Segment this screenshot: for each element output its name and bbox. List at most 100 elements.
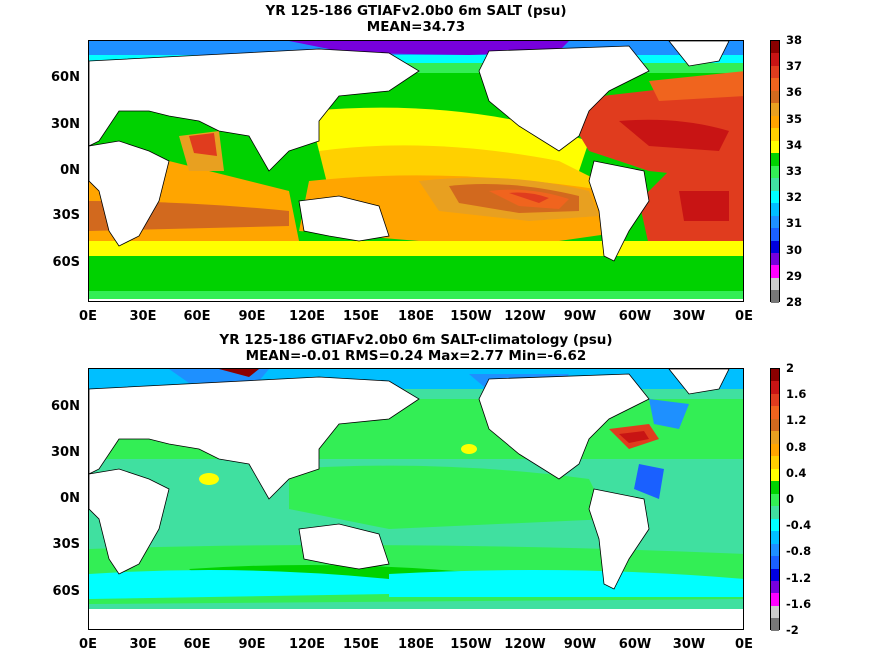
panel2-lon-label: 60W (618, 637, 652, 652)
colorbar-tick-label: 0.8 (786, 439, 807, 454)
panel2-lat-label: 60S (52, 584, 80, 599)
panel1-lon-label: 30E (129, 309, 157, 324)
colorbar-swatch (771, 506, 779, 519)
panel1-lon-label: 60E (183, 309, 211, 324)
panel2-lon-label: 120W (504, 637, 546, 652)
panel1-colorbar (770, 40, 780, 303)
colorbar-swatch (771, 593, 779, 606)
panel2-lon-label: 150E (342, 637, 380, 652)
panel1-subtitle: MEAN=34.73 (366, 19, 466, 35)
colorbar-tick-label: -0.4 (786, 518, 812, 533)
panel2-lat-label: 30S (52, 537, 80, 552)
colorbar-swatch (771, 252, 779, 266)
colorbar-tick-label: 34 (786, 137, 803, 152)
panel1-lon-label: 60W (618, 309, 652, 324)
panel2-map-plot (89, 369, 743, 629)
colorbar-swatch (771, 568, 779, 581)
panel1-lon-label: 90E (238, 309, 266, 324)
panel2-lon-label: 90E (238, 637, 266, 652)
panel1-title: YR 125-186 GTIAFv2.0b0 6m SALT (psu) (265, 3, 567, 19)
panel2-colorbar (770, 368, 780, 631)
colorbar-tick-label: 0.4 (786, 465, 807, 480)
colorbar-tick-label: -2 (786, 623, 799, 637)
colorbar-swatch (771, 90, 779, 104)
panel2-lon-label: 30E (129, 637, 157, 652)
colorbar-swatch (771, 190, 779, 204)
colorbar-swatch (771, 140, 779, 154)
colorbar-tick-label: 1.6 (786, 387, 807, 402)
colorbar-swatch (771, 456, 779, 469)
panel2-subtitle: MEAN=-0.01 RMS=0.24 Max=2.77 Min=-6.62 (245, 348, 587, 364)
panel2-lat-label: 60N (51, 399, 80, 414)
colorbar-swatch (771, 443, 779, 457)
colorbar-tick-label: 38 (786, 33, 803, 47)
colorbar-tick-label: -1.2 (786, 570, 812, 585)
colorbar-swatch (771, 518, 779, 532)
colorbar-tick-label: 35 (786, 111, 803, 126)
panel1-lon-label: 0E (79, 309, 97, 324)
panel1-lon-label: 90W (563, 309, 597, 324)
panel2-lon-label: 180E (397, 637, 435, 652)
colorbar-tick-label: 2 (786, 361, 795, 375)
colorbar-swatch (771, 265, 779, 278)
panel2-lon-label: 90W (563, 637, 597, 652)
colorbar-swatch (771, 369, 779, 382)
colorbar-tick-label: 33 (786, 164, 803, 178)
colorbar-swatch (771, 556, 779, 569)
panel1-lon-label: 120W (504, 309, 546, 324)
colorbar-swatch (771, 431, 779, 444)
panel2-map (88, 368, 744, 630)
colorbar-tick-label: 37 (786, 59, 803, 74)
panel2-lon-label: 30W (672, 637, 706, 652)
colorbar-swatch (771, 165, 779, 179)
colorbar-swatch (771, 103, 779, 116)
colorbar-swatch (771, 178, 779, 191)
colorbar-tick-label: 30 (786, 242, 803, 257)
panel2-title: YR 125-186 GTIAFv2.0b0 6m SALT-climatolo… (219, 332, 613, 348)
colorbar-swatch (771, 393, 779, 407)
colorbar-swatch (771, 418, 779, 432)
panel1-lat-label: 0N (60, 163, 80, 178)
panel1-map-plot (89, 41, 743, 301)
panel2-lat-label: 30N (51, 445, 80, 460)
colorbar-swatch (771, 41, 779, 54)
panel1-lon-label: 150W (450, 309, 492, 324)
colorbar-tick-label: 29 (786, 268, 803, 283)
colorbar-tick-label: 0 (786, 492, 795, 506)
panel2-lon-label: 60E (183, 637, 211, 652)
panel1-lat-label: 60S (52, 255, 80, 270)
panel1-lon-label: 30W (672, 309, 706, 324)
colorbar-swatch (771, 277, 779, 291)
colorbar-tick-label: 28 (786, 295, 803, 309)
colorbar-swatch (771, 78, 779, 91)
panel1-map (88, 40, 744, 302)
colorbar-swatch (771, 493, 779, 507)
colorbar-swatch (771, 203, 779, 216)
colorbar-swatch (771, 53, 779, 66)
colorbar-tick-label: 1.2 (786, 413, 807, 428)
panel2-lon-label: 120E (288, 637, 326, 652)
colorbar-swatch (771, 381, 779, 394)
panel2-lon-label: 150W (450, 637, 492, 652)
colorbar-swatch (771, 290, 779, 303)
colorbar-swatch (771, 406, 779, 419)
panel1-lon-label: 120E (288, 309, 326, 324)
colorbar-swatch (771, 128, 779, 141)
panel1-lat-label: 60N (51, 70, 80, 85)
panel1-lon-label: 0E (735, 309, 753, 324)
colorbar-swatch (771, 618, 779, 631)
colorbar-swatch (771, 228, 779, 241)
panel2-lon-label: 0E (79, 637, 97, 652)
colorbar-swatch (771, 215, 779, 229)
panel2-lat-label: 0N (60, 491, 80, 506)
colorbar-tick-label: -0.8 (786, 544, 812, 559)
colorbar-tick-label: 32 (786, 190, 803, 205)
colorbar-swatch (771, 240, 779, 253)
colorbar-swatch (771, 65, 779, 79)
panel1-lon-label: 150E (342, 309, 380, 324)
colorbar-tick-label: 36 (786, 85, 803, 100)
colorbar-swatch (771, 543, 779, 557)
colorbar-swatch (771, 468, 779, 482)
colorbar-swatch (771, 580, 779, 594)
colorbar-swatch (771, 531, 779, 544)
